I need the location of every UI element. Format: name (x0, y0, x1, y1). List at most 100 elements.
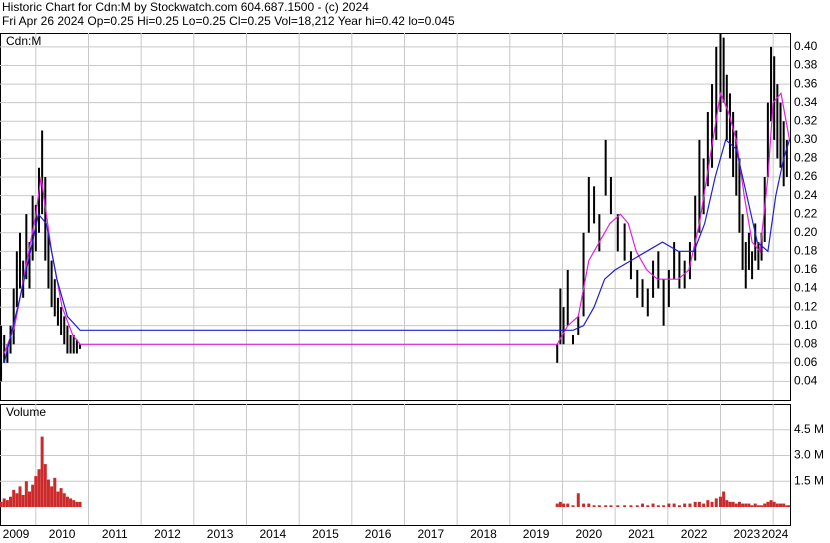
moving-average (3, 138, 790, 363)
y-tick-label: 0.08 (794, 336, 818, 350)
price-plot (0, 33, 790, 400)
volume-bar (75, 501, 79, 507)
volume-bar (753, 503, 757, 507)
volume-bar (769, 500, 773, 507)
y-tick-label: 0.16 (794, 262, 818, 276)
volume-bar (597, 505, 601, 507)
y-tick-label: 0.34 (794, 95, 818, 109)
volume-bar (72, 500, 76, 507)
volume-bar (756, 505, 760, 507)
volume-bar (62, 493, 66, 507)
volume-bar (56, 491, 60, 507)
volume-bar (18, 486, 22, 507)
volume-bar (710, 501, 714, 507)
labels: Cdn:M 0.04 0.06 0.08 0.10 0.12 0.14 0.16 0.18 0.2… (3, 34, 824, 541)
volume-bar (722, 491, 726, 507)
volume-bar (37, 469, 41, 507)
volume-bar (747, 503, 751, 507)
x-tick-label: 2024 (762, 527, 789, 541)
volume-bar (31, 484, 35, 507)
volume-bar (688, 503, 692, 507)
volume-bar (2, 498, 6, 507)
x-tick-label: 2022 (681, 527, 708, 541)
volume-bar (693, 501, 697, 507)
volume-bar (59, 488, 63, 507)
volume-bar (731, 501, 735, 507)
y-tick-label: 0.04 (794, 374, 818, 388)
header-title: Historic Chart for Cdn:M by Stockwatch.c… (2, 0, 369, 14)
volume-bar (566, 503, 570, 507)
volume-bar (69, 498, 73, 507)
volume-bar (21, 494, 25, 507)
volume-bar (641, 503, 645, 507)
volume-bar (555, 503, 559, 507)
volume-bar (15, 493, 19, 507)
volume-bar (782, 503, 786, 507)
volume-bar (587, 503, 591, 507)
panel-label: Volume (6, 405, 46, 419)
volume-bar (43, 464, 47, 507)
x-tick-label: 2009 (3, 527, 30, 541)
volume-bar (12, 489, 16, 507)
y-tick-label: 0.14 (794, 281, 818, 295)
volume-bar (78, 501, 82, 507)
x-tick-label: 2016 (365, 527, 392, 541)
volume-bar (629, 505, 633, 507)
volume-bar (24, 481, 28, 507)
volume-bar (635, 505, 639, 507)
y-tick-label: 0.24 (794, 188, 818, 202)
volume-bar (46, 479, 50, 507)
y-tick-label: 0.38 (794, 58, 818, 72)
volume-bar (772, 501, 776, 507)
volume-bar (728, 501, 732, 507)
y-tick-label: 0.18 (794, 244, 818, 258)
panel-label: Cdn:M (6, 34, 41, 48)
volume-panel (0, 404, 791, 526)
x-tick-label: 2020 (575, 527, 602, 541)
volume-bar (787, 505, 790, 507)
volume-bar (702, 503, 706, 507)
x-tick-label: 2014 (259, 527, 286, 541)
y-tick-label: 0.06 (794, 355, 818, 369)
y-tick-label: 0.30 (794, 132, 818, 146)
volume-bar (571, 505, 575, 507)
volume-bar (65, 496, 69, 507)
volume-bar (651, 503, 655, 507)
volume-bar (766, 501, 770, 507)
volume-bar (760, 505, 764, 507)
volume-bar (646, 505, 650, 507)
y-tick-label: 3.0 M (794, 448, 824, 462)
volume-bar (779, 503, 783, 507)
volume-bar (737, 501, 741, 507)
y-tick-label: 1.5 M (794, 473, 824, 487)
volume-bar (558, 501, 562, 507)
volume-bar (9, 496, 13, 507)
volume-bar (27, 491, 31, 507)
volume-bar (785, 505, 789, 507)
volume-bar (50, 486, 54, 507)
volume-bar (53, 477, 57, 507)
volume-bar (5, 500, 9, 507)
x-tick-label: 2021 (628, 527, 655, 541)
x-tick-label: 2012 (154, 527, 181, 541)
y-tick-label: 0.22 (794, 206, 818, 220)
y-tick-label: 0.32 (794, 113, 818, 127)
volume-bar (623, 505, 627, 507)
volume-bar (604, 505, 608, 507)
y-tick-label: 0.36 (794, 76, 818, 90)
header-quote: Fri Apr 26 2024 Op=0.25 Hi=0.25 Lo=0.25 … (2, 14, 455, 28)
volume-bar (741, 503, 745, 507)
volume-bar (616, 505, 620, 507)
volume-bar (582, 503, 586, 507)
volume-bar (697, 501, 701, 507)
volume-plot (0, 404, 790, 525)
volume-bar (656, 505, 660, 507)
y-tick-label: 0.26 (794, 169, 818, 183)
y-tick-label: 0.20 (794, 225, 818, 239)
volume-bar (718, 496, 722, 507)
volume-bar (714, 498, 718, 507)
y-tick-label: 4.5 M (794, 422, 824, 436)
volume-bar (734, 503, 738, 507)
volume-bar (40, 436, 44, 507)
x-tick-label: 2017 (417, 527, 444, 541)
